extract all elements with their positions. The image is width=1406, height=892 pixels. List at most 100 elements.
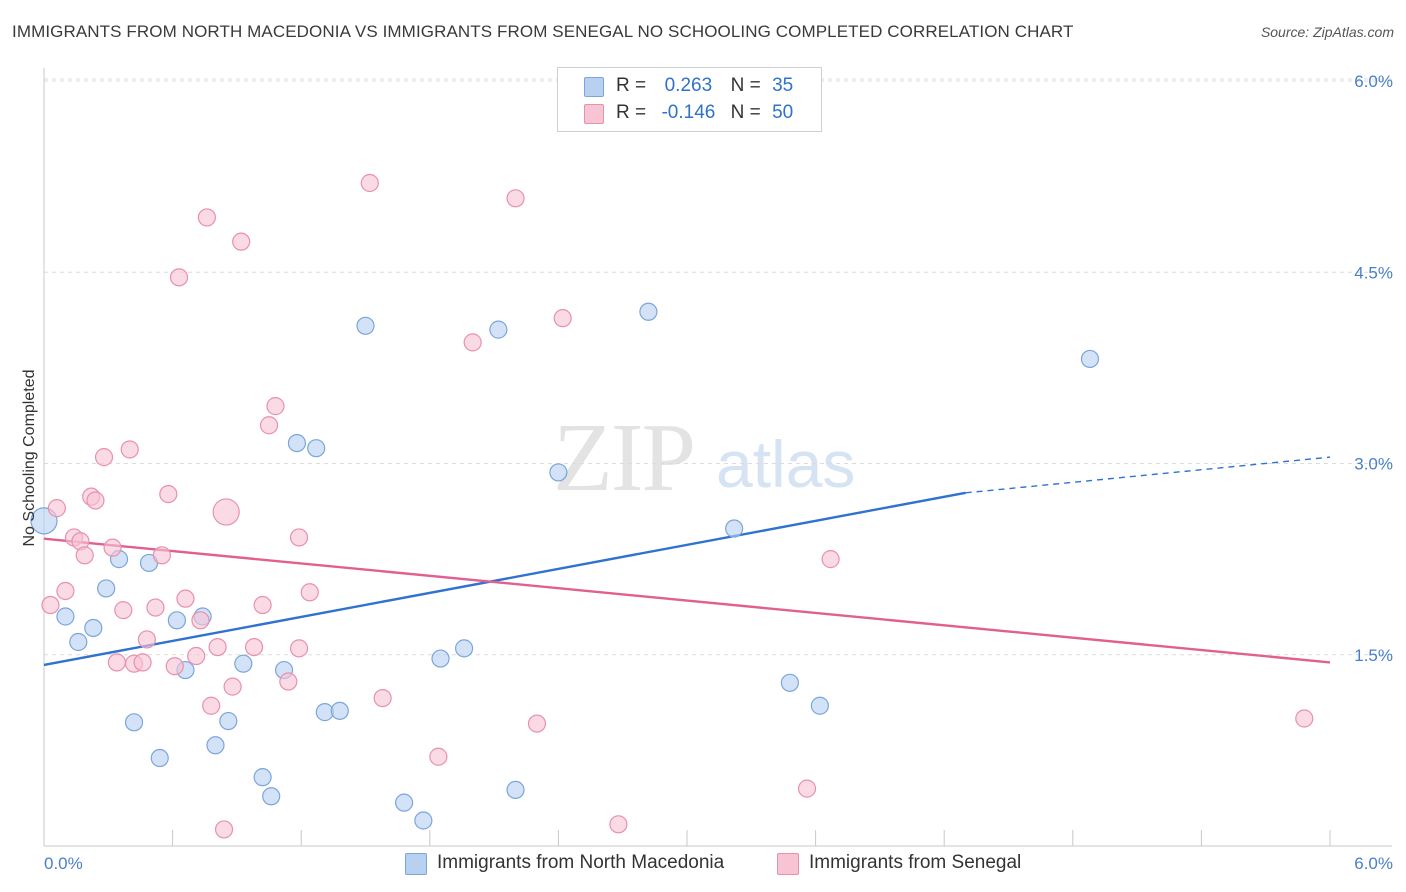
point-senegal bbox=[120, 440, 139, 459]
point-north-macedonia bbox=[549, 463, 568, 482]
point-senegal bbox=[266, 397, 285, 416]
point-senegal bbox=[214, 820, 234, 839]
point-senegal bbox=[94, 448, 114, 467]
point-senegal bbox=[553, 309, 572, 328]
point-senegal bbox=[176, 589, 195, 608]
legend-swatch-pink bbox=[584, 104, 604, 124]
point-north-macedonia bbox=[506, 780, 525, 800]
legend-r-label: R = bbox=[616, 75, 647, 96]
point-senegal bbox=[107, 653, 126, 672]
bottom-legend-swatch-pink bbox=[777, 853, 799, 875]
legend-n-value: 50 bbox=[772, 102, 794, 123]
point-north-macedonia bbox=[780, 673, 799, 692]
watermark: ZIP atlas bbox=[553, 404, 855, 512]
point-senegal bbox=[289, 528, 309, 547]
point-senegal bbox=[187, 646, 206, 666]
source-label: Source: ZipAtlas.com bbox=[1260, 24, 1394, 40]
point-senegal bbox=[360, 173, 379, 193]
bottom-legend-label-pink: Immigrants from Senegal bbox=[809, 852, 1022, 873]
point-north-macedonia bbox=[219, 711, 238, 731]
point-north-macedonia bbox=[431, 649, 450, 668]
y-tick-label: 4.5% bbox=[1354, 263, 1393, 282]
point-north-macedonia bbox=[414, 811, 433, 830]
point-senegal bbox=[41, 595, 60, 615]
legend-r-label: R = bbox=[616, 102, 647, 123]
x-tick-label: 0.0% bbox=[44, 854, 83, 873]
point-senegal bbox=[253, 595, 272, 615]
point-senegal bbox=[506, 189, 525, 208]
point-senegal bbox=[527, 714, 547, 733]
point-north-macedonia bbox=[167, 611, 186, 630]
data-points bbox=[30, 173, 1314, 839]
trend-line-senegal bbox=[43, 537, 1331, 664]
y-tick-label: 6.0% bbox=[1354, 72, 1393, 91]
point-senegal bbox=[165, 657, 184, 676]
point-senegal bbox=[197, 208, 216, 227]
legend-n-label: N = bbox=[730, 102, 761, 123]
point-senegal bbox=[47, 499, 66, 518]
point-north-macedonia bbox=[489, 320, 508, 339]
watermark-atlas: atlas bbox=[716, 427, 855, 501]
axes bbox=[43, 68, 1392, 847]
point-north-macedonia bbox=[287, 434, 307, 453]
point-senegal bbox=[259, 416, 279, 435]
point-senegal bbox=[86, 491, 105, 510]
legend-r-value: 0.263 bbox=[664, 75, 713, 96]
point-north-macedonia bbox=[315, 703, 334, 722]
point-north-macedonia bbox=[234, 654, 253, 673]
legend-r-value: -0.146 bbox=[661, 102, 716, 123]
point-north-macedonia bbox=[253, 768, 272, 787]
y-tick-label: 1.5% bbox=[1354, 646, 1393, 665]
point-senegal bbox=[821, 550, 840, 569]
point-senegal bbox=[244, 637, 264, 657]
trend-lines bbox=[43, 456, 1331, 667]
point-senegal bbox=[114, 601, 133, 620]
legend-n-label: N = bbox=[730, 75, 761, 96]
point-senegal bbox=[373, 688, 392, 708]
point-north-macedonia bbox=[150, 748, 169, 768]
point-north-macedonia bbox=[206, 736, 225, 755]
point-north-macedonia bbox=[1080, 349, 1100, 369]
bottom-legend-label-blue: Immigrants from North Macedonia bbox=[437, 852, 725, 873]
trend-line-north-macedonia-extension bbox=[965, 456, 1331, 494]
point-north-macedonia bbox=[69, 632, 88, 652]
point-senegal bbox=[75, 546, 94, 565]
point-senegal bbox=[152, 546, 171, 565]
point-senegal bbox=[300, 583, 319, 602]
point-north-macedonia bbox=[356, 316, 375, 335]
legend-n-value: 35 bbox=[772, 75, 794, 96]
point-north-macedonia bbox=[97, 579, 116, 598]
legend-swatch-blue bbox=[584, 77, 604, 97]
point-north-macedonia bbox=[639, 302, 658, 321]
point-senegal bbox=[191, 611, 210, 630]
point-senegal bbox=[169, 268, 189, 287]
tick-labels: 1.5% 3.0% 4.5% 6.0% 0.0% 6.0% bbox=[44, 72, 1393, 873]
point-north-macedonia bbox=[394, 793, 414, 812]
point-senegal bbox=[212, 498, 240, 526]
point-senegal bbox=[56, 581, 75, 601]
point-senegal bbox=[159, 485, 178, 504]
grid bbox=[44, 78, 1392, 656]
point-north-macedonia bbox=[330, 701, 349, 720]
point-senegal bbox=[463, 333, 482, 352]
point-senegal bbox=[1295, 709, 1314, 728]
correlation-legend: R = 0.263 N = 35 R = -0.146 N = 50 bbox=[557, 67, 822, 132]
point-senegal bbox=[797, 779, 817, 798]
point-north-macedonia bbox=[454, 639, 474, 658]
point-senegal bbox=[137, 630, 156, 649]
point-north-macedonia bbox=[810, 696, 829, 715]
point-north-macedonia bbox=[84, 618, 103, 638]
point-senegal bbox=[429, 747, 448, 766]
point-north-macedonia bbox=[725, 519, 744, 538]
point-senegal bbox=[232, 232, 251, 251]
x-tick-label: 6.0% bbox=[1354, 854, 1393, 873]
point-senegal bbox=[133, 653, 152, 672]
watermark-zip: ZIP bbox=[553, 404, 694, 512]
point-senegal bbox=[279, 672, 298, 691]
point-north-macedonia bbox=[307, 439, 326, 458]
point-senegal bbox=[146, 598, 165, 617]
point-senegal bbox=[208, 637, 227, 657]
point-north-macedonia bbox=[262, 787, 281, 806]
point-north-macedonia bbox=[56, 607, 75, 626]
